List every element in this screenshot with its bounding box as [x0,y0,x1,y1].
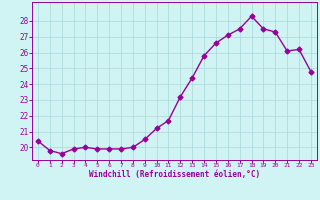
X-axis label: Windchill (Refroidissement éolien,°C): Windchill (Refroidissement éolien,°C) [89,170,260,179]
